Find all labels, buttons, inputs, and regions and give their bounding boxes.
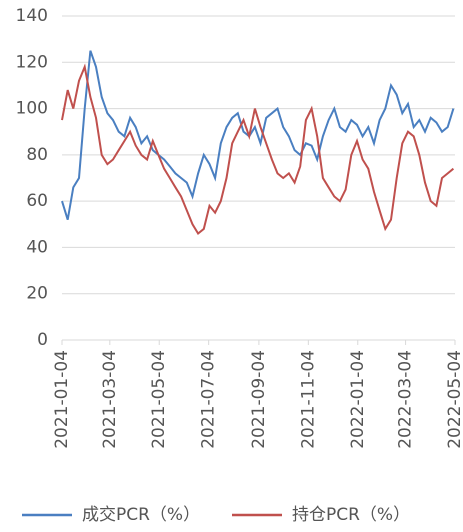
x-tick-label: 2021-01-04: [52, 350, 72, 449]
data-line: [61, 63, 455, 235]
y-tick-label: 100: [16, 99, 48, 119]
x-tick-label: 2021-05-04: [149, 350, 169, 449]
x-tick-label: 2021-03-04: [100, 350, 120, 449]
x-tick-label: 2021-09-04: [249, 350, 269, 449]
y-tick-label: 20: [26, 284, 48, 304]
y-tick-label: 40: [26, 237, 48, 257]
x-tick-label: 2022-03-04: [396, 350, 416, 449]
y-tick-label: 60: [26, 191, 48, 211]
x-tick-label: 2021-11-04: [298, 350, 318, 449]
x-tick-label: 2022-01-04: [348, 350, 368, 449]
legend-label: 持仓PCR（%）: [292, 505, 410, 525]
x-tick-label: 2022-05-04: [445, 350, 463, 449]
x-tick-label: 2021-07-04: [199, 350, 219, 449]
y-tick-label: 140: [16, 6, 48, 26]
legend-label: 成交PCR（%）: [82, 505, 200, 525]
y-tick-label: 80: [26, 145, 48, 165]
y-tick-label: 120: [16, 52, 48, 72]
y-tick-label: 0: [37, 330, 48, 350]
data-line: [61, 50, 455, 220]
